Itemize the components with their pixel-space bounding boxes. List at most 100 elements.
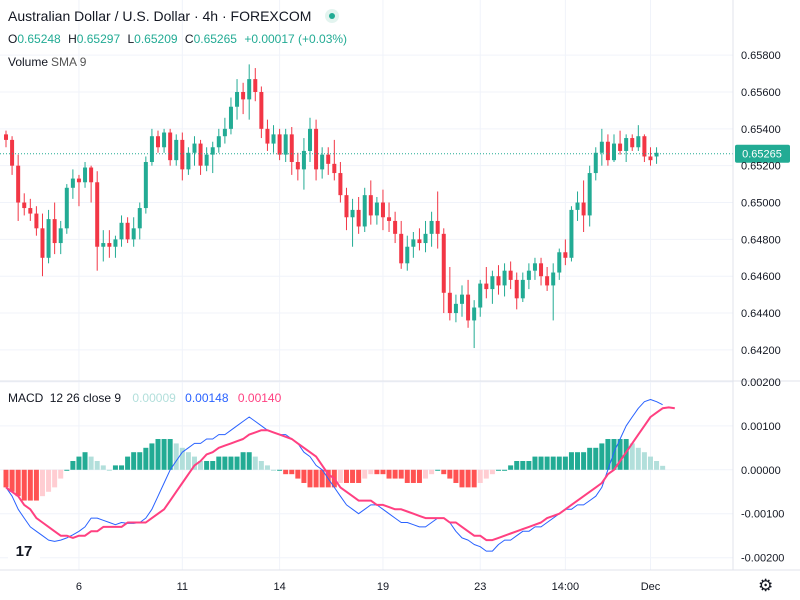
macd-histogram-bar	[149, 443, 155, 470]
volume-label[interactable]: Volume	[8, 55, 49, 69]
macd-histogram-bar	[307, 469, 313, 488]
macd-histogram-bar	[246, 452, 252, 470]
macd-histogram-bar	[502, 469, 508, 471]
macd-histogram-bar	[64, 469, 70, 471]
candle-body	[216, 136, 221, 148]
candle-body	[636, 136, 641, 148]
macd-histogram-bar	[514, 460, 520, 470]
time-tick-label: 23	[474, 581, 486, 593]
close-value: 0.65265	[193, 32, 237, 46]
macd-histogram-bar	[125, 456, 131, 470]
price-candles	[4, 64, 659, 349]
candle-body	[149, 136, 154, 162]
macd-histogram-bar	[252, 456, 258, 470]
candle-body	[526, 270, 531, 280]
macd-histogram-bar	[39, 469, 45, 497]
candle-body	[326, 154, 331, 164]
macd-histogram-bar	[234, 456, 240, 470]
candle-body	[429, 220, 434, 234]
macd-histogram-bar	[155, 439, 161, 470]
time-tick-label: 19	[377, 581, 389, 593]
candle-body	[338, 173, 343, 196]
candle-body	[271, 134, 276, 144]
macd-label[interactable]: MACD	[8, 391, 44, 405]
macd-histogram-bar	[343, 469, 349, 483]
macd-histogram-bar	[112, 465, 118, 470]
candle-body	[222, 128, 227, 137]
macd-histogram-bar	[76, 456, 82, 470]
macd-histogram-bar	[611, 439, 617, 470]
candle-body	[624, 138, 629, 151]
candle-body	[186, 152, 191, 170]
candle-body	[362, 195, 367, 227]
macd-histogram-bar	[526, 460, 532, 470]
macd-histogram-bar	[410, 469, 416, 483]
macd-histogram-bar	[441, 469, 447, 475]
time-tick-label: Dec	[641, 581, 661, 593]
macd-histogram-bar	[21, 469, 27, 501]
macd-histogram-bar	[568, 452, 574, 470]
macd-histogram-bar	[562, 456, 568, 470]
candle-body	[101, 243, 106, 247]
macd-histogram-bar	[301, 469, 307, 483]
macd-signal-value: 0.00140	[237, 391, 282, 405]
macd-histogram-bar	[587, 447, 593, 470]
candle-body	[593, 152, 598, 174]
macd-histogram-bar	[538, 456, 544, 470]
price-tick-label: 0.64400	[741, 308, 781, 320]
candle-body	[514, 279, 519, 299]
macd-legend[interactable]: MACD 12 26 close 9 0.00009 0.00148 0.001…	[8, 391, 281, 405]
macd-histogram-bar	[356, 469, 362, 483]
macd-histogram-bar	[289, 469, 295, 475]
macd-histogram-bar	[623, 439, 629, 470]
macd-histogram-bar	[204, 460, 210, 470]
macd-histogram-bar	[277, 469, 283, 471]
macd-histogram-bar	[477, 469, 483, 483]
time-tick-label: 11	[177, 581, 188, 593]
tradingview-logo-icon[interactable]: 17	[8, 538, 40, 564]
volume-legend[interactable]: Volume SMA 9	[8, 55, 86, 69]
macd-histogram-bar	[465, 469, 471, 488]
candle-body	[22, 202, 27, 209]
candle-body	[259, 92, 264, 129]
macd-histogram-bar	[647, 456, 653, 470]
candle-body	[630, 138, 635, 148]
macd-line	[5, 399, 663, 552]
macd-histogram-bar	[131, 452, 137, 470]
candle-body	[484, 283, 489, 290]
candle-body	[654, 152, 659, 157]
macd-histogram-bar	[617, 439, 623, 470]
symbol-title-row[interactable]: Australian Dollar / U.S. Dollar · 4h · F…	[8, 8, 340, 24]
volume-sma-label: SMA 9	[51, 55, 87, 69]
market-status-icon[interactable]	[325, 9, 340, 23]
candle-body	[332, 163, 337, 174]
symbol-title[interactable]: Australian Dollar / U.S. Dollar · 4h · F…	[8, 8, 312, 24]
macd-tick-label: 0.00200	[741, 377, 781, 389]
candle-body	[247, 79, 252, 100]
candle-body	[314, 128, 319, 170]
macd-histogram-bar	[380, 469, 386, 475]
candle-body	[70, 178, 75, 188]
candle-body	[393, 220, 398, 234]
macd-histogram-bar	[429, 469, 435, 475]
price-tick-label: 0.65200	[741, 161, 781, 173]
macd-histogram-bar	[654, 460, 660, 470]
macd-lines	[5, 399, 675, 552]
candle-body	[648, 156, 653, 161]
gear-icon[interactable]: ⚙	[758, 576, 774, 595]
candle-body	[618, 143, 623, 151]
high-value: 0.65297	[76, 32, 121, 46]
candle-body	[545, 276, 550, 286]
candle-body	[441, 233, 446, 293]
low-value: 0.65209	[134, 32, 178, 46]
macd-histogram	[3, 439, 666, 501]
candle-body	[174, 139, 179, 161]
candle-body	[447, 292, 452, 314]
candle-body	[423, 233, 428, 244]
candle-body	[301, 150, 306, 170]
time-tick-label: 14:00	[552, 581, 580, 593]
macd-histogram-bar	[550, 456, 556, 470]
candle-body	[563, 252, 568, 258]
